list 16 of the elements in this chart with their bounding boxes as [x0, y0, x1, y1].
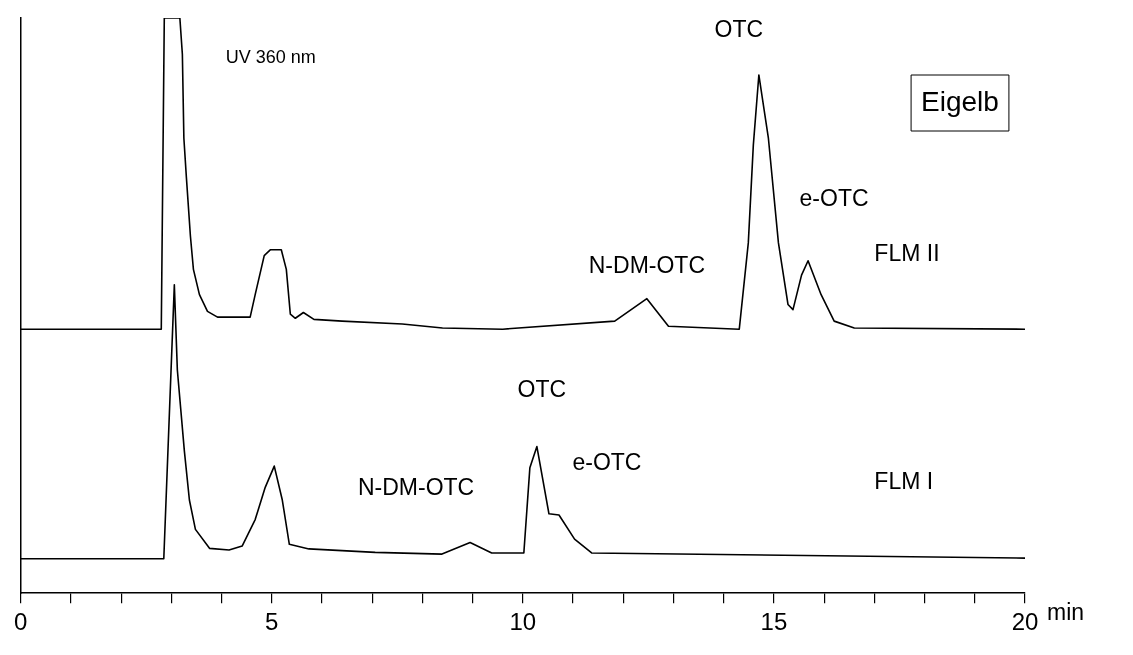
- annotation: e-OTC: [799, 185, 869, 212]
- x-tick-label: 20: [1011, 608, 1039, 636]
- text: FLM I: [874, 468, 934, 495]
- x-tick-label: 0: [13, 608, 28, 636]
- annotation: OTC: [517, 375, 567, 402]
- annotation: OTC: [714, 16, 764, 43]
- x-tick-label: 15: [760, 608, 788, 636]
- annotation: N-DM-OTC: [588, 252, 705, 279]
- annotation: UV 360 nm: [225, 46, 316, 67]
- annotation: Eigelb: [921, 85, 999, 117]
- x-axis-title: min: [1047, 598, 1085, 625]
- annotation: N-DM-OTC: [357, 473, 475, 500]
- annotation: e-OTC: [572, 449, 642, 476]
- x-tick-label: 10: [509, 608, 537, 636]
- x-tick-label: 5: [265, 608, 279, 636]
- text: FLM II: [874, 239, 940, 266]
